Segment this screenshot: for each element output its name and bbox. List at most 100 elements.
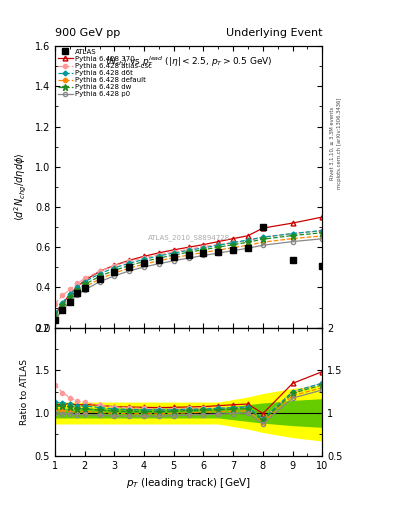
Pythia 6.428 p0 bbox=[290, 239, 295, 245]
Pythia 6.428 p0 bbox=[127, 268, 132, 274]
Pythia 6.428 dw bbox=[142, 259, 147, 265]
Pythia 6.428 default bbox=[127, 265, 132, 271]
Pythia 6.428 370 bbox=[97, 268, 102, 274]
Line: Pythia 6.428 d6t: Pythia 6.428 d6t bbox=[53, 229, 324, 315]
Pythia 6.428 d6t bbox=[320, 227, 325, 233]
Pythia 6.428 default bbox=[53, 314, 57, 321]
Pythia 6.428 d6t bbox=[53, 310, 57, 316]
ATLAS bbox=[60, 307, 65, 313]
Pythia 6.428 atlas-csc bbox=[156, 251, 161, 258]
Pythia 6.428 atlas-csc bbox=[261, 234, 265, 240]
Pythia 6.428 default bbox=[112, 270, 117, 276]
Pythia 6.428 370 bbox=[231, 236, 235, 242]
Pythia 6.428 p0 bbox=[246, 245, 250, 251]
Pythia 6.428 dw bbox=[216, 244, 221, 250]
Pythia 6.428 dw bbox=[112, 267, 117, 273]
Line: Pythia 6.428 p0: Pythia 6.428 p0 bbox=[53, 237, 324, 322]
Pythia 6.428 dw bbox=[171, 252, 176, 258]
Pythia 6.428 default bbox=[261, 239, 265, 245]
Pythia 6.428 default bbox=[186, 252, 191, 258]
ATLAS bbox=[186, 252, 191, 259]
Pythia 6.428 p0 bbox=[261, 242, 265, 248]
Pythia 6.428 default bbox=[246, 242, 250, 248]
Pythia 6.428 dw bbox=[320, 230, 325, 236]
Pythia 6.428 atlas-csc bbox=[290, 230, 295, 237]
Pythia 6.428 atlas-csc bbox=[112, 263, 117, 269]
ATLAS bbox=[112, 269, 117, 275]
Line: Pythia 6.428 370: Pythia 6.428 370 bbox=[53, 215, 325, 317]
Pythia 6.428 370 bbox=[320, 214, 325, 220]
Pythia 6.428 default bbox=[201, 249, 206, 255]
ATLAS bbox=[127, 264, 132, 270]
Pythia 6.428 dw bbox=[83, 282, 87, 288]
Pythia 6.428 p0 bbox=[60, 307, 65, 313]
Pythia 6.428 370 bbox=[246, 232, 250, 239]
Pythia 6.428 p0 bbox=[320, 236, 325, 242]
Pythia 6.428 370 bbox=[290, 220, 295, 226]
Line: Pythia 6.428 dw: Pythia 6.428 dw bbox=[52, 229, 325, 319]
Pythia 6.428 dw bbox=[201, 247, 206, 253]
ATLAS bbox=[68, 298, 72, 305]
ATLAS bbox=[75, 290, 80, 296]
Pythia 6.428 dw bbox=[97, 273, 102, 280]
Pythia 6.428 default bbox=[97, 276, 102, 282]
Pythia 6.428 d6t bbox=[68, 291, 72, 297]
Pythia 6.428 d6t bbox=[83, 279, 87, 285]
ATLAS bbox=[290, 257, 295, 263]
ATLAS bbox=[201, 250, 206, 257]
Text: $\langle N_{ch} \rangle$ vs $p_T^{lead}$ ($|\eta| < 2.5$, $p_T > 0.5$ GeV): $\langle N_{ch} \rangle$ vs $p_T^{lead}$… bbox=[105, 55, 272, 70]
X-axis label: $p_T$ (leading track) [GeV]: $p_T$ (leading track) [GeV] bbox=[126, 476, 251, 490]
Pythia 6.428 default bbox=[320, 233, 325, 239]
Pythia 6.428 370 bbox=[60, 301, 65, 307]
ATLAS bbox=[156, 257, 161, 263]
Pythia 6.428 p0 bbox=[156, 261, 161, 267]
Pythia 6.428 atlas-csc bbox=[127, 258, 132, 264]
Pythia 6.428 d6t bbox=[186, 247, 191, 253]
Pythia 6.428 dw bbox=[68, 294, 72, 300]
Pythia 6.428 dw bbox=[186, 249, 191, 255]
Pythia 6.428 370 bbox=[112, 262, 117, 268]
Pythia 6.428 dw bbox=[246, 239, 250, 245]
Pythia 6.428 dw bbox=[53, 312, 57, 318]
Pythia 6.428 p0 bbox=[171, 258, 176, 264]
Pythia 6.428 p0 bbox=[83, 287, 87, 293]
Pythia 6.428 d6t bbox=[231, 240, 235, 246]
Pythia 6.428 370 bbox=[261, 225, 265, 231]
Pythia 6.428 atlas-csc bbox=[171, 249, 176, 255]
Pythia 6.428 370 bbox=[142, 253, 147, 260]
Pythia 6.428 p0 bbox=[231, 248, 235, 254]
Pythia 6.428 p0 bbox=[142, 264, 147, 270]
Pythia 6.428 d6t bbox=[216, 242, 221, 248]
Pythia 6.428 d6t bbox=[246, 237, 250, 243]
Pythia 6.428 d6t bbox=[156, 253, 161, 259]
Text: Rivet 3.1.10, ≥ 3.3M events: Rivet 3.1.10, ≥ 3.3M events bbox=[329, 106, 334, 180]
Pythia 6.428 370 bbox=[75, 283, 80, 289]
Pythia 6.428 dw bbox=[156, 255, 161, 261]
Text: 900 GeV pp: 900 GeV pp bbox=[55, 28, 120, 38]
Pythia 6.428 dw bbox=[60, 302, 65, 308]
Text: Underlying Event: Underlying Event bbox=[226, 28, 322, 38]
Pythia 6.428 atlas-csc bbox=[216, 242, 221, 248]
Pythia 6.428 d6t bbox=[75, 284, 80, 290]
Pythia 6.428 d6t bbox=[201, 245, 206, 251]
Pythia 6.428 370 bbox=[68, 291, 72, 297]
Pythia 6.428 d6t bbox=[261, 234, 265, 240]
Pythia 6.428 atlas-csc bbox=[75, 281, 80, 287]
Pythia 6.428 default bbox=[75, 289, 80, 295]
Pythia 6.428 atlas-csc bbox=[97, 268, 102, 274]
Pythia 6.428 default bbox=[290, 236, 295, 242]
Pythia 6.428 atlas-csc bbox=[320, 228, 325, 234]
Pythia 6.428 370 bbox=[201, 242, 206, 248]
ATLAS bbox=[261, 224, 265, 230]
Pythia 6.428 atlas-csc bbox=[68, 286, 72, 292]
Pythia 6.428 default bbox=[216, 247, 221, 253]
Pythia 6.428 d6t bbox=[60, 300, 65, 306]
Pythia 6.428 p0 bbox=[97, 279, 102, 285]
Pythia 6.428 370 bbox=[171, 247, 176, 253]
Pythia 6.428 370 bbox=[156, 250, 161, 256]
Pythia 6.428 atlas-csc bbox=[201, 244, 206, 250]
Pythia 6.428 dw bbox=[290, 232, 295, 239]
Pythia 6.428 p0 bbox=[201, 252, 206, 259]
Pythia 6.428 p0 bbox=[216, 250, 221, 256]
Pythia 6.428 d6t bbox=[290, 230, 295, 237]
